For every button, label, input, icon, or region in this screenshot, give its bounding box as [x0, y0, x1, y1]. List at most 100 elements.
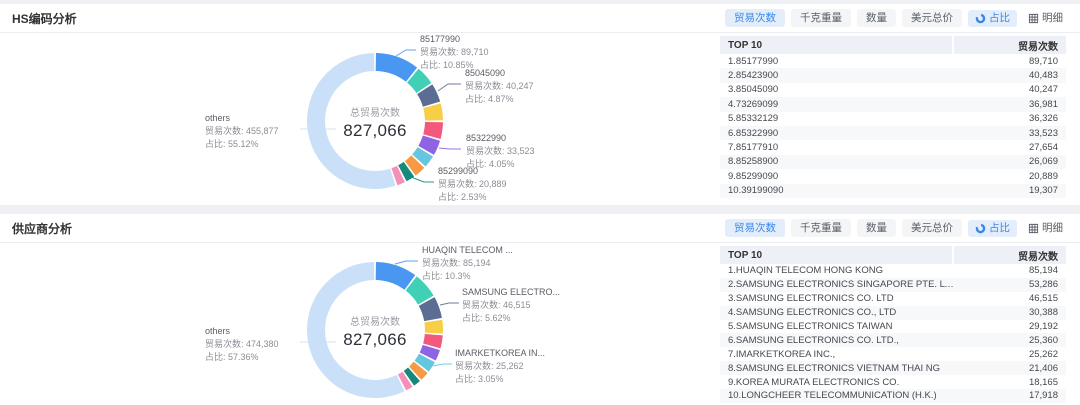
table-row[interactable]: 10.LONGCHEER TELECOMMUNICATION (H.K.) 17,… [720, 389, 1066, 403]
table-row[interactable]: 10.39199090 19,307 [720, 183, 1066, 198]
metric-button-2[interactable]: 数量 [857, 8, 896, 28]
donut-segment-3[interactable] [424, 319, 443, 334]
row-value: 53,286 [1028, 279, 1058, 291]
table-header: TOP 10 贸易次数 [720, 246, 1066, 264]
donut-segment-6[interactable] [414, 353, 435, 372]
row-value: 85,194 [1028, 265, 1058, 277]
table-row[interactable]: 6.SAMSUNG ELECTRONICS CO. LTD., 25,360 [720, 333, 1066, 348]
row-value: 25,262 [1028, 348, 1058, 360]
row-name: 8.SAMSUNG ELECTRONICS VIETNAM THAI NG [728, 362, 941, 374]
detail-view-button[interactable]: 明细 [1021, 9, 1070, 27]
table-row[interactable]: 3.85045090 40,247 [720, 83, 1066, 97]
callout-title: IMARKETKOREA IN... [455, 348, 546, 358]
table-row[interactable]: 4.SAMSUNG ELECTRONICS CO., LTD 30,388 [720, 305, 1066, 320]
table-header-value: 贸易次数 [1018, 41, 1058, 53]
metric-button-0[interactable]: 贸易次数 [725, 8, 785, 28]
table-row[interactable]: 2.85423900 40,483 [720, 68, 1066, 83]
row-name: 2.SAMSUNG ELECTRONICS SINGAPORE PTE. LTD [728, 279, 954, 291]
table-row[interactable]: 9.85299090 20,889 [720, 169, 1066, 183]
row-value: 33,523 [1028, 127, 1058, 139]
metric-toolbar: 贸易次数 千克重量 数量 美元总价 [725, 218, 962, 238]
table-row[interactable]: 7.85177910 27,654 [720, 140, 1066, 154]
table-row[interactable]: 3.SAMSUNG ELECTRONICS CO. LTD 46,515 [720, 292, 1066, 306]
donut-segment-7[interactable] [404, 155, 425, 176]
view-toggle-group: 占比 明细 [968, 219, 1070, 237]
table-row[interactable]: 9.KOREA MURATA ELECTRONICS CO. 18,165 [720, 375, 1066, 389]
metric-toolbar: 贸易次数 千克重量 数量 美元总价 [725, 8, 962, 28]
donut-segment-8[interactable] [398, 161, 415, 182]
donut-segment-1[interactable] [405, 276, 434, 305]
callout-trades: 贸易次数: 85,194 [422, 258, 491, 268]
donut-segment-2[interactable] [417, 84, 441, 107]
callout-share: 占比: 10.3% [422, 271, 471, 281]
metric-button-1[interactable]: 千克重量 [791, 8, 851, 28]
donut-segment-10[interactable] [307, 53, 396, 190]
table-row[interactable]: 7.IMARKETKOREA INC., 25,262 [720, 347, 1066, 361]
donut-segment-10[interactable] [306, 262, 405, 399]
donut-segment-4[interactable] [423, 121, 443, 139]
top10-table: TOP 10 贸易次数 1.HUAQIN TELECOM HONG KONG 85… [720, 246, 1066, 403]
pie-ratio-icon [975, 13, 986, 24]
callout-trades: 贸易次数: 25,262 [455, 361, 524, 371]
table-header-value: 贸易次数 [1018, 251, 1058, 263]
callout-share: 占比: 10.85% [420, 60, 474, 70]
donut-segment-8[interactable] [403, 367, 420, 386]
metric-button-1[interactable]: 千克重量 [791, 218, 851, 238]
callout-trades: 贸易次数: 40,247 [465, 81, 534, 91]
table-row[interactable]: 1.85177990 89,710 [720, 54, 1066, 68]
row-name: 7.IMARKETKOREA INC., [728, 348, 836, 360]
table-body: 1.85177990 89,710 2.85423900 40,483 3.850450… [720, 54, 1066, 198]
row-name: 5.SAMSUNG ELECTRONICS TAIWAN [728, 321, 893, 332]
donut-chart [300, 49, 461, 190]
table-row[interactable]: 5.SAMSUNG ELECTRONICS TAIWAN 29,192 [720, 320, 1066, 334]
detail-grid-icon [1028, 13, 1039, 24]
donut-chart [300, 260, 459, 399]
row-value: 20,889 [1028, 170, 1058, 182]
callout-share: 占比: 55.12% [205, 139, 259, 149]
panel-title: HS编码分析 [12, 11, 77, 26]
donut-segment-9[interactable] [397, 371, 413, 391]
table-row[interactable]: 5.85332129 36,326 [720, 112, 1066, 126]
row-name: 7.85177910 [728, 142, 779, 154]
callout-leader-line [437, 83, 461, 92]
donut-callout: SAMSUNG ELECTRO... 贸易次数: 46,515 占比: 5.62% [462, 286, 560, 325]
donut-segment-5[interactable] [418, 135, 441, 155]
table-row[interactable]: 8.SAMSUNG ELECTRONICS VIETNAM THAI NG 21,… [720, 361, 1066, 376]
row-value: 27,654 [1028, 142, 1058, 154]
panel-header: 供应商分析 贸易次数 千克重量 数量 美元总价 占比 明细 [0, 214, 1080, 243]
donut-segment-0[interactable] [375, 53, 418, 82]
table-header: TOP 10 贸易次数 [720, 36, 1066, 54]
table-row[interactable]: 8.85258900 26,069 [720, 154, 1066, 170]
share-view-button[interactable]: 占比 [968, 9, 1017, 27]
metric-button-0[interactable]: 贸易次数 [725, 218, 785, 238]
table-row[interactable]: 4.73269099 36,981 [720, 97, 1066, 112]
donut-segment-9[interactable] [391, 165, 405, 186]
callout-leader-line [410, 176, 434, 183]
detail-view-button[interactable]: 明细 [1021, 219, 1070, 237]
table-row[interactable]: 1.HUAQIN TELECOM HONG KONG 85,194 [720, 264, 1066, 278]
callout-share: 占比: 4.05% [466, 159, 515, 169]
donut-segment-1[interactable] [407, 68, 432, 93]
donut-segment-5[interactable] [419, 344, 440, 361]
donut-segment-2[interactable] [418, 297, 442, 322]
table-row[interactable]: 2.SAMSUNG ELECTRONICS SINGAPORE PTE. LTD… [720, 277, 1066, 292]
view-label: 明细 [1042, 11, 1063, 24]
donut-callout: 85299090 贸易次数: 20,889 占比: 2.53% [438, 165, 507, 204]
row-name: 10.LONGCHEER TELECOMMUNICATION (H.K.) [728, 390, 937, 402]
metric-button-3[interactable]: 美元总价 [902, 8, 962, 28]
donut-segment-0[interactable] [375, 262, 416, 290]
row-name: 9.KOREA MURATA ELECTRONICS CO. [728, 376, 900, 388]
row-value: 17,918 [1028, 390, 1058, 402]
row-value: 25,360 [1028, 334, 1058, 346]
donut-segment-3[interactable] [423, 103, 443, 121]
row-value: 40,483 [1028, 70, 1058, 82]
donut-segment-6[interactable] [412, 147, 433, 167]
metric-button-2[interactable]: 数量 [857, 218, 896, 238]
callout-leader-line [438, 147, 461, 150]
donut-callout: 85177990 贸易次数: 89,710 占比: 10.85% [420, 33, 489, 72]
donut-segment-4[interactable] [423, 333, 443, 349]
share-view-button[interactable]: 占比 [968, 219, 1017, 237]
metric-button-3[interactable]: 美元总价 [902, 218, 962, 238]
donut-segment-7[interactable] [409, 361, 428, 380]
table-row[interactable]: 6.85322990 33,523 [720, 125, 1066, 141]
